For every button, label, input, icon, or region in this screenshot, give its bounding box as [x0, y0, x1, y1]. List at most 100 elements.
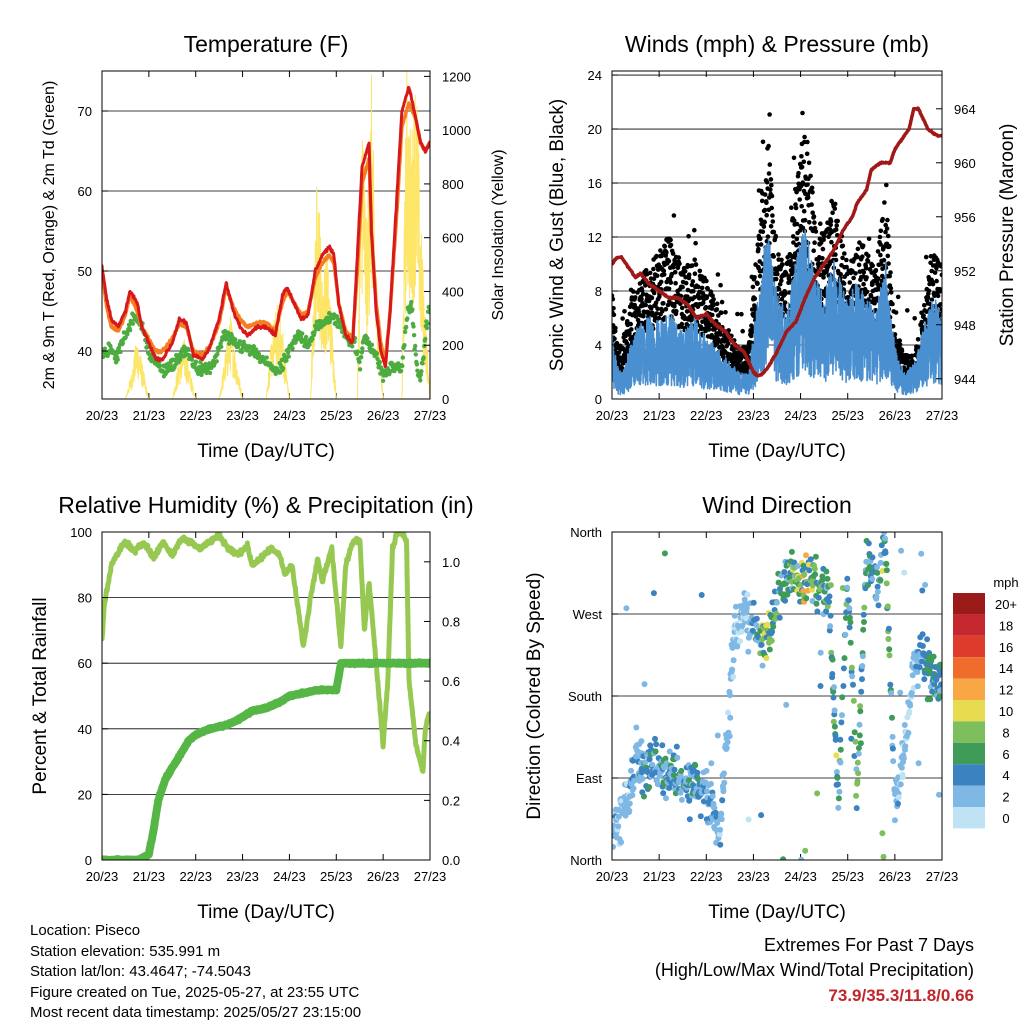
y2-tick-label: 1.0 [442, 555, 460, 570]
direction-point [641, 681, 648, 688]
gust-point [829, 239, 834, 245]
direction-point [802, 847, 809, 854]
gust-point [899, 348, 905, 354]
direction-point [865, 540, 872, 547]
gust-point [760, 229, 766, 234]
direction-point [852, 738, 859, 745]
location-text: Location: Piseco [30, 922, 141, 939]
dewpoint-point [118, 349, 123, 354]
direction-point [848, 664, 855, 671]
direction-point [723, 745, 730, 751]
direction-point [731, 612, 738, 619]
direction-point [817, 683, 824, 689]
direction-point [875, 602, 882, 609]
panel-3: Relative Humidity (%) & Precipitation (i… [30, 492, 474, 923]
panel-2: Winds (mph) & Pressure (mb) Time (Day/UTC… [547, 31, 1018, 462]
direction-point [826, 598, 832, 605]
dewpoint-point [422, 343, 427, 349]
direction-point [899, 774, 906, 781]
direction-point [844, 575, 851, 582]
direction-point [708, 760, 715, 767]
direction-point [776, 614, 783, 621]
y2-tick-label: 0.0 [442, 853, 460, 868]
y-tick-label: 80 [78, 591, 92, 606]
direction-point [927, 696, 934, 703]
dewpoint-point [178, 357, 183, 362]
direction-point [823, 568, 830, 575]
direction-point [730, 657, 737, 664]
gust-point [885, 253, 891, 259]
direction-point [812, 553, 819, 560]
y-axis-label: Sonic Wind & Gust (Blue, Black) [547, 99, 568, 371]
direction-point [842, 631, 849, 638]
gust-point [651, 276, 657, 282]
dewpoint-point [251, 344, 256, 349]
direction-point [660, 790, 667, 797]
gust-point [658, 279, 664, 285]
gust-point [856, 262, 862, 268]
gust-point [806, 160, 812, 166]
gust-point [758, 236, 763, 242]
gust-point [844, 271, 850, 277]
dewpoint-point [359, 355, 364, 360]
gust-point [832, 206, 838, 211]
direction-point [819, 573, 826, 580]
x-tick-label: 23/23 [737, 408, 770, 423]
direction-point [829, 671, 836, 677]
gust-point [820, 255, 825, 261]
gust-point [779, 278, 784, 284]
dewpoint-point [402, 343, 407, 348]
gust-point [935, 293, 941, 299]
x-tick-label: 27/23 [414, 408, 447, 423]
gust-point [888, 286, 894, 291]
direction-point [890, 758, 897, 765]
direction-point [844, 584, 851, 591]
x-tick-label: 20/23 [596, 408, 629, 423]
colorbar: mph 20+ 18 16 14 12 10 8 6 4 2 0 [953, 575, 1019, 829]
dewpoint-point [400, 355, 405, 360]
gust-point [628, 321, 633, 327]
gust-point [773, 276, 779, 282]
gust-point [692, 257, 697, 263]
direction-point [918, 550, 925, 557]
direction-point [663, 795, 669, 802]
gust-point [801, 159, 807, 165]
gust-point [739, 311, 744, 317]
y2-axis-label: Station Pressure (Maroon) [997, 124, 1018, 347]
direction-point [801, 571, 808, 578]
elevation-text: Station elevation: 535.991 m [30, 942, 221, 960]
gust-point [809, 202, 814, 207]
gust-point [794, 236, 800, 242]
extremes-subtitle: (High/Low/Max Wind/Total Precipitation) [654, 960, 974, 980]
direction-point [659, 742, 666, 749]
dewpoint-point [286, 354, 291, 359]
x-tick-label: 21/23 [133, 408, 166, 423]
gust-point [860, 243, 866, 248]
x-tick-label: 22/23 [179, 408, 212, 423]
gust-point [693, 262, 699, 267]
y-tick-label: 20 [78, 787, 92, 802]
y2-tick-label: 964 [954, 102, 976, 117]
gust-point [643, 302, 648, 308]
direction-point [854, 778, 861, 785]
gust-point [764, 200, 769, 206]
gust-point [835, 218, 840, 224]
direction-point [661, 550, 668, 557]
gust-point [926, 288, 932, 294]
direction-point [758, 812, 765, 819]
x-axis-label: Time (Day/UTC) [197, 441, 335, 462]
gust-point [810, 210, 815, 215]
direction-point [678, 767, 685, 774]
y2-tick-label: 400 [442, 284, 464, 299]
gust-point [689, 263, 695, 268]
dewpoint-point [414, 362, 420, 367]
x-tick-label: 22/23 [179, 869, 212, 884]
gust-point [693, 240, 698, 246]
colorbar-swatch [953, 614, 985, 636]
dewpoint-point [419, 369, 424, 374]
panel-title: Relative Humidity (%) & Precipitation (i… [58, 492, 473, 518]
direction-point [704, 788, 710, 795]
direction-point [830, 694, 837, 701]
direction-point [885, 625, 892, 632]
